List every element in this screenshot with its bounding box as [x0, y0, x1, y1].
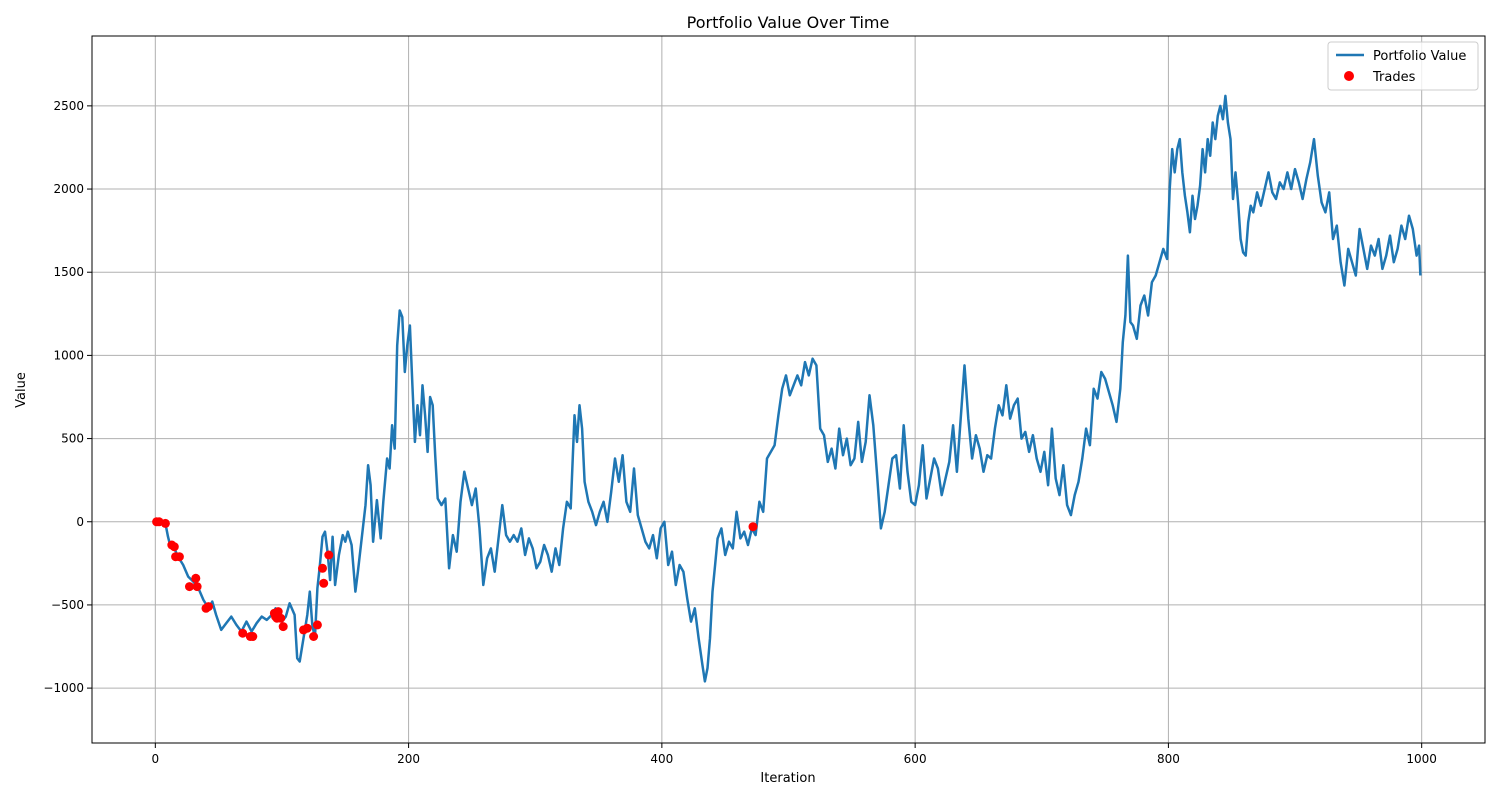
plot-frame — [91, 35, 1486, 744]
x-tick-label: 1000 — [1406, 752, 1437, 766]
x-tick-label: 800 — [1157, 752, 1180, 766]
x-tick-label: 400 — [650, 752, 673, 766]
x-tick-label: 200 — [397, 752, 420, 766]
y-tick-label: −1000 — [43, 681, 84, 695]
chart-title: Portfolio Value Over Time — [687, 13, 890, 32]
y-tick-label: 2500 — [53, 99, 84, 113]
x-tick-label: 600 — [904, 752, 927, 766]
trade-point — [276, 613, 286, 623]
trade-point — [319, 578, 329, 588]
legend: Portfolio Value Trades — [1327, 41, 1479, 91]
trade-point — [191, 573, 201, 583]
trade-point — [238, 628, 248, 638]
x-axis-label: Iteration — [760, 771, 815, 786]
y-tick-label: 500 — [61, 432, 84, 446]
y-tick-label: 0 — [76, 515, 84, 529]
trade-point — [248, 632, 258, 641]
legend-box — [1327, 41, 1479, 91]
trade-point — [174, 552, 184, 562]
trade-point — [204, 602, 213, 612]
y-tick-label: 1000 — [53, 348, 84, 362]
trade-point — [169, 542, 179, 552]
series-layer — [152, 94, 1422, 683]
trade-point — [185, 582, 194, 592]
y-tick-label: 2000 — [53, 182, 84, 196]
trade-point — [748, 522, 758, 532]
y-axis-label: Value — [14, 372, 29, 408]
legend-label-trades: Trades — [1372, 70, 1416, 85]
grid-layer — [92, 36, 1485, 743]
trade-point — [309, 632, 319, 641]
legend-label-portfolio-value: Portfolio Value — [1373, 49, 1466, 64]
x-tick-label: 0 — [151, 752, 159, 766]
trade-point — [192, 582, 202, 592]
trade-point — [318, 563, 327, 573]
y-tick-label: 1500 — [53, 265, 84, 279]
axes-layer: 0 200 400 600 800 1000 −1000 −500 0 500 1000 1500 20… — [43, 35, 1486, 766]
trade-point — [324, 550, 334, 560]
portfolio-value-line — [155, 94, 1422, 683]
legend-trades-swatch — [1344, 71, 1354, 81]
trade-point — [302, 623, 312, 633]
trade-point — [160, 518, 170, 528]
trade-point — [312, 620, 322, 630]
trade-point — [278, 622, 288, 632]
y-tick-label: −500 — [51, 598, 84, 612]
